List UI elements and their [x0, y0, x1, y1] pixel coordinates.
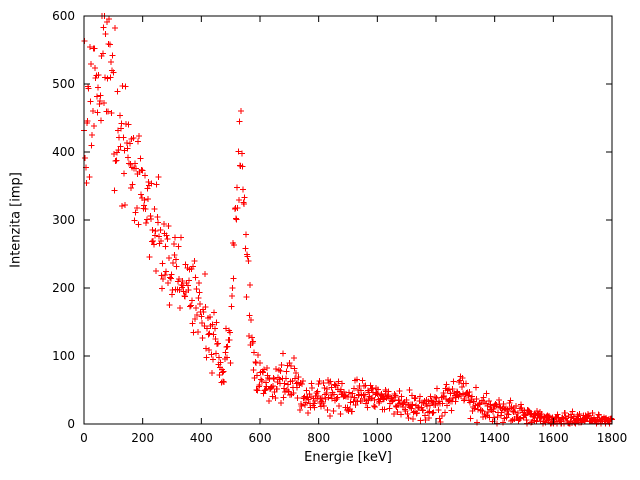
x-tick-label: 1800: [597, 431, 628, 445]
y-tick-label: 500: [52, 77, 75, 91]
x-tick-label: 1400: [479, 431, 510, 445]
x-tick-label: 1000: [362, 431, 393, 445]
y-axis-label: Intenzita [imp]: [8, 172, 24, 268]
y-tick-label: 0: [67, 417, 75, 431]
data-points: [81, 13, 615, 427]
y-tick-label: 300: [52, 213, 75, 227]
plot-border: [83, 15, 613, 425]
x-tick-label: 1600: [538, 431, 569, 445]
x-tick-label: 600: [249, 431, 272, 445]
x-tick-label: 0: [80, 431, 88, 445]
y-tick-label: 200: [52, 281, 75, 295]
y-tick-label: 400: [52, 145, 75, 159]
y-tick-label: 600: [52, 9, 75, 23]
y-tick-label: 100: [52, 349, 75, 363]
x-axis-label: Energie [keV]: [304, 450, 392, 465]
x-tick-label: 400: [190, 431, 213, 445]
x-tick-label: 800: [307, 431, 330, 445]
x-tick-label: 200: [131, 431, 154, 445]
x-tick-label: 1200: [421, 431, 452, 445]
